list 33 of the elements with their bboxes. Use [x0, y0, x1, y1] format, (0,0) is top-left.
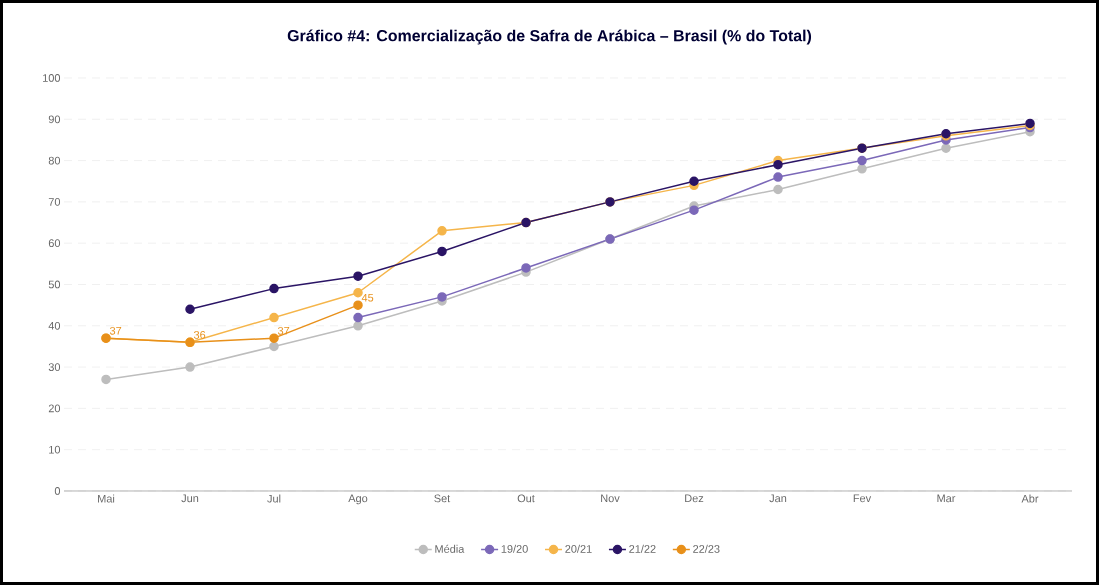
y-tick-label: 70 [48, 198, 61, 206]
y-tick-label: 0 [54, 487, 61, 495]
y-tick-label: 100 [43, 74, 61, 82]
x-tick-label: Ago [348, 494, 368, 505]
data-label: 37 [277, 326, 290, 335]
y-tick-label: 80 [48, 156, 61, 165]
x-tick-label: Dez [685, 494, 704, 503]
legend-label: Média [435, 544, 465, 553]
legend-label: 22/23 [693, 544, 720, 553]
x-tick-label: Mai [98, 494, 115, 503]
y-tick-label: 60 [48, 239, 61, 248]
data-label: 36 [193, 331, 206, 339]
y-tick-label: 10 [49, 445, 61, 454]
x-tick-label: Out [517, 494, 535, 503]
x-tick-label: Jan [769, 494, 787, 503]
y-tick-label: 90 [48, 115, 61, 124]
y-tick-label: 30 [48, 363, 61, 371]
y-tick-label: 40 [48, 321, 61, 330]
x-tick-label: Fev [853, 494, 872, 503]
x-tick-label: Set [434, 494, 451, 503]
y-tick-label: 50 [48, 280, 61, 289]
data-label: 45 [361, 293, 374, 302]
legend-label: 20/21 [565, 544, 592, 553]
x-tick-label: Jul [267, 494, 281, 503]
data-label: 37 [109, 326, 122, 335]
x-tick-label: Nov [601, 494, 620, 503]
x-tick-label: Abr [1021, 494, 1039, 503]
chart-title: Gráfico #4: Comercialização de Safra de Arábica – Brasil (% do Total) [287, 29, 812, 45]
legend-label: 21/22 [629, 544, 656, 553]
x-tick-label: Mar [937, 494, 956, 503]
y-tick-label: 20 [48, 404, 61, 413]
x-tick-label: Jun [181, 494, 199, 503]
legend-label: 19/20 [501, 544, 528, 553]
